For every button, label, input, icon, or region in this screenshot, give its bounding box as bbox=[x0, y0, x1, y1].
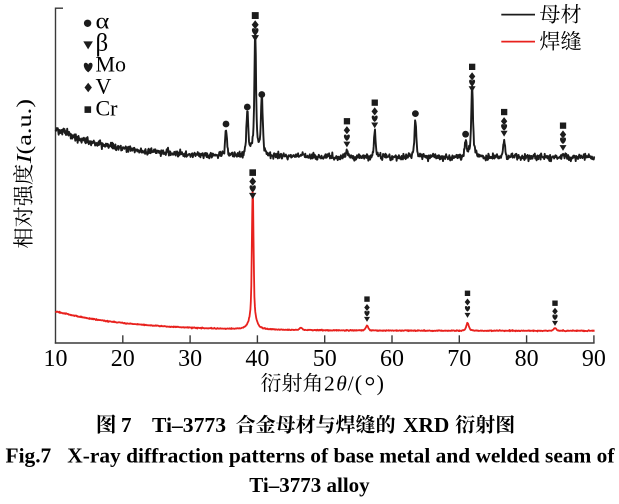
svg-text:30: 30 bbox=[178, 346, 202, 372]
svg-text:Ti–3773: Ti–3773 bbox=[152, 413, 226, 437]
svg-text:90: 90 bbox=[582, 346, 606, 372]
svg-text:/: / bbox=[348, 371, 354, 395]
svg-text:(: ( bbox=[355, 371, 362, 396]
svg-text:Ti–3773 alloy: Ti–3773 alloy bbox=[249, 473, 370, 497]
svg-text:Fig.7 X-ray diffraction patt: Fig.7 X-ray diffraction patterns of base… bbox=[6, 443, 616, 467]
svg-text:I(a.u.): I(a.u.) bbox=[12, 99, 36, 165]
svg-text:): ) bbox=[377, 371, 384, 396]
svg-text:50: 50 bbox=[313, 346, 337, 372]
svg-text:20: 20 bbox=[111, 346, 135, 372]
svg-text:60: 60 bbox=[380, 346, 404, 372]
svg-text:V: V bbox=[96, 74, 112, 99]
svg-text:XRD: XRD bbox=[403, 413, 449, 437]
svg-text:70: 70 bbox=[447, 346, 471, 372]
svg-text:θ: θ bbox=[336, 371, 347, 395]
svg-text:7: 7 bbox=[121, 413, 132, 437]
svg-text:Mo: Mo bbox=[96, 52, 127, 77]
svg-text:80: 80 bbox=[515, 346, 539, 372]
svg-text:Cr: Cr bbox=[96, 96, 119, 121]
svg-text:β: β bbox=[96, 30, 109, 57]
svg-text:2: 2 bbox=[324, 371, 335, 395]
svg-text:10: 10 bbox=[44, 346, 68, 372]
svg-text:α: α bbox=[96, 8, 110, 34]
svg-text:40: 40 bbox=[245, 346, 269, 372]
